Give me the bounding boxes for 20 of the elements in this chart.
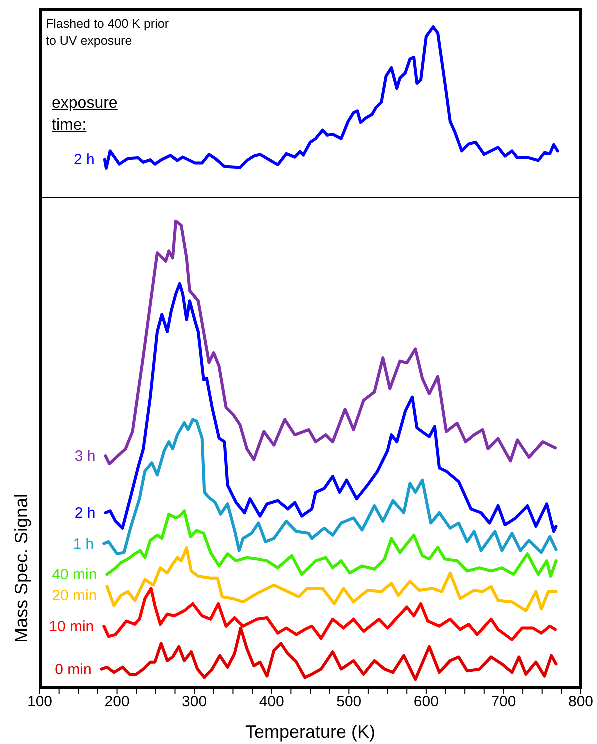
x-tick-label: 600 (414, 694, 439, 711)
x-tick-label: 300 (182, 694, 208, 711)
series-label: 2 h (74, 505, 96, 522)
x-tick-label: 500 (336, 694, 362, 711)
series-label: 40 min (52, 566, 98, 584)
series-label: 3 h (74, 448, 96, 466)
series-label: 20 min (52, 588, 98, 605)
y-axis-title: Mass Spec. Signal (12, 494, 32, 644)
x-tick-label: 800 (568, 694, 594, 711)
annotation: exposure time: (52, 94, 119, 136)
x-tick-label: 200 (104, 694, 130, 711)
series-label: 2 h (74, 152, 95, 169)
x-axis-title: Temperature (K) (245, 722, 376, 742)
x-tick-label: 700 (491, 694, 516, 711)
x-tick-label: 100 (27, 694, 53, 711)
series-label: 1 h (73, 536, 94, 553)
series-label: 0 min (55, 661, 92, 678)
x-tick-label: 400 (259, 694, 284, 711)
annotation: Flashed to 400 K prior to UV exposure (46, 16, 170, 50)
series-label: 10 min (49, 618, 94, 636)
